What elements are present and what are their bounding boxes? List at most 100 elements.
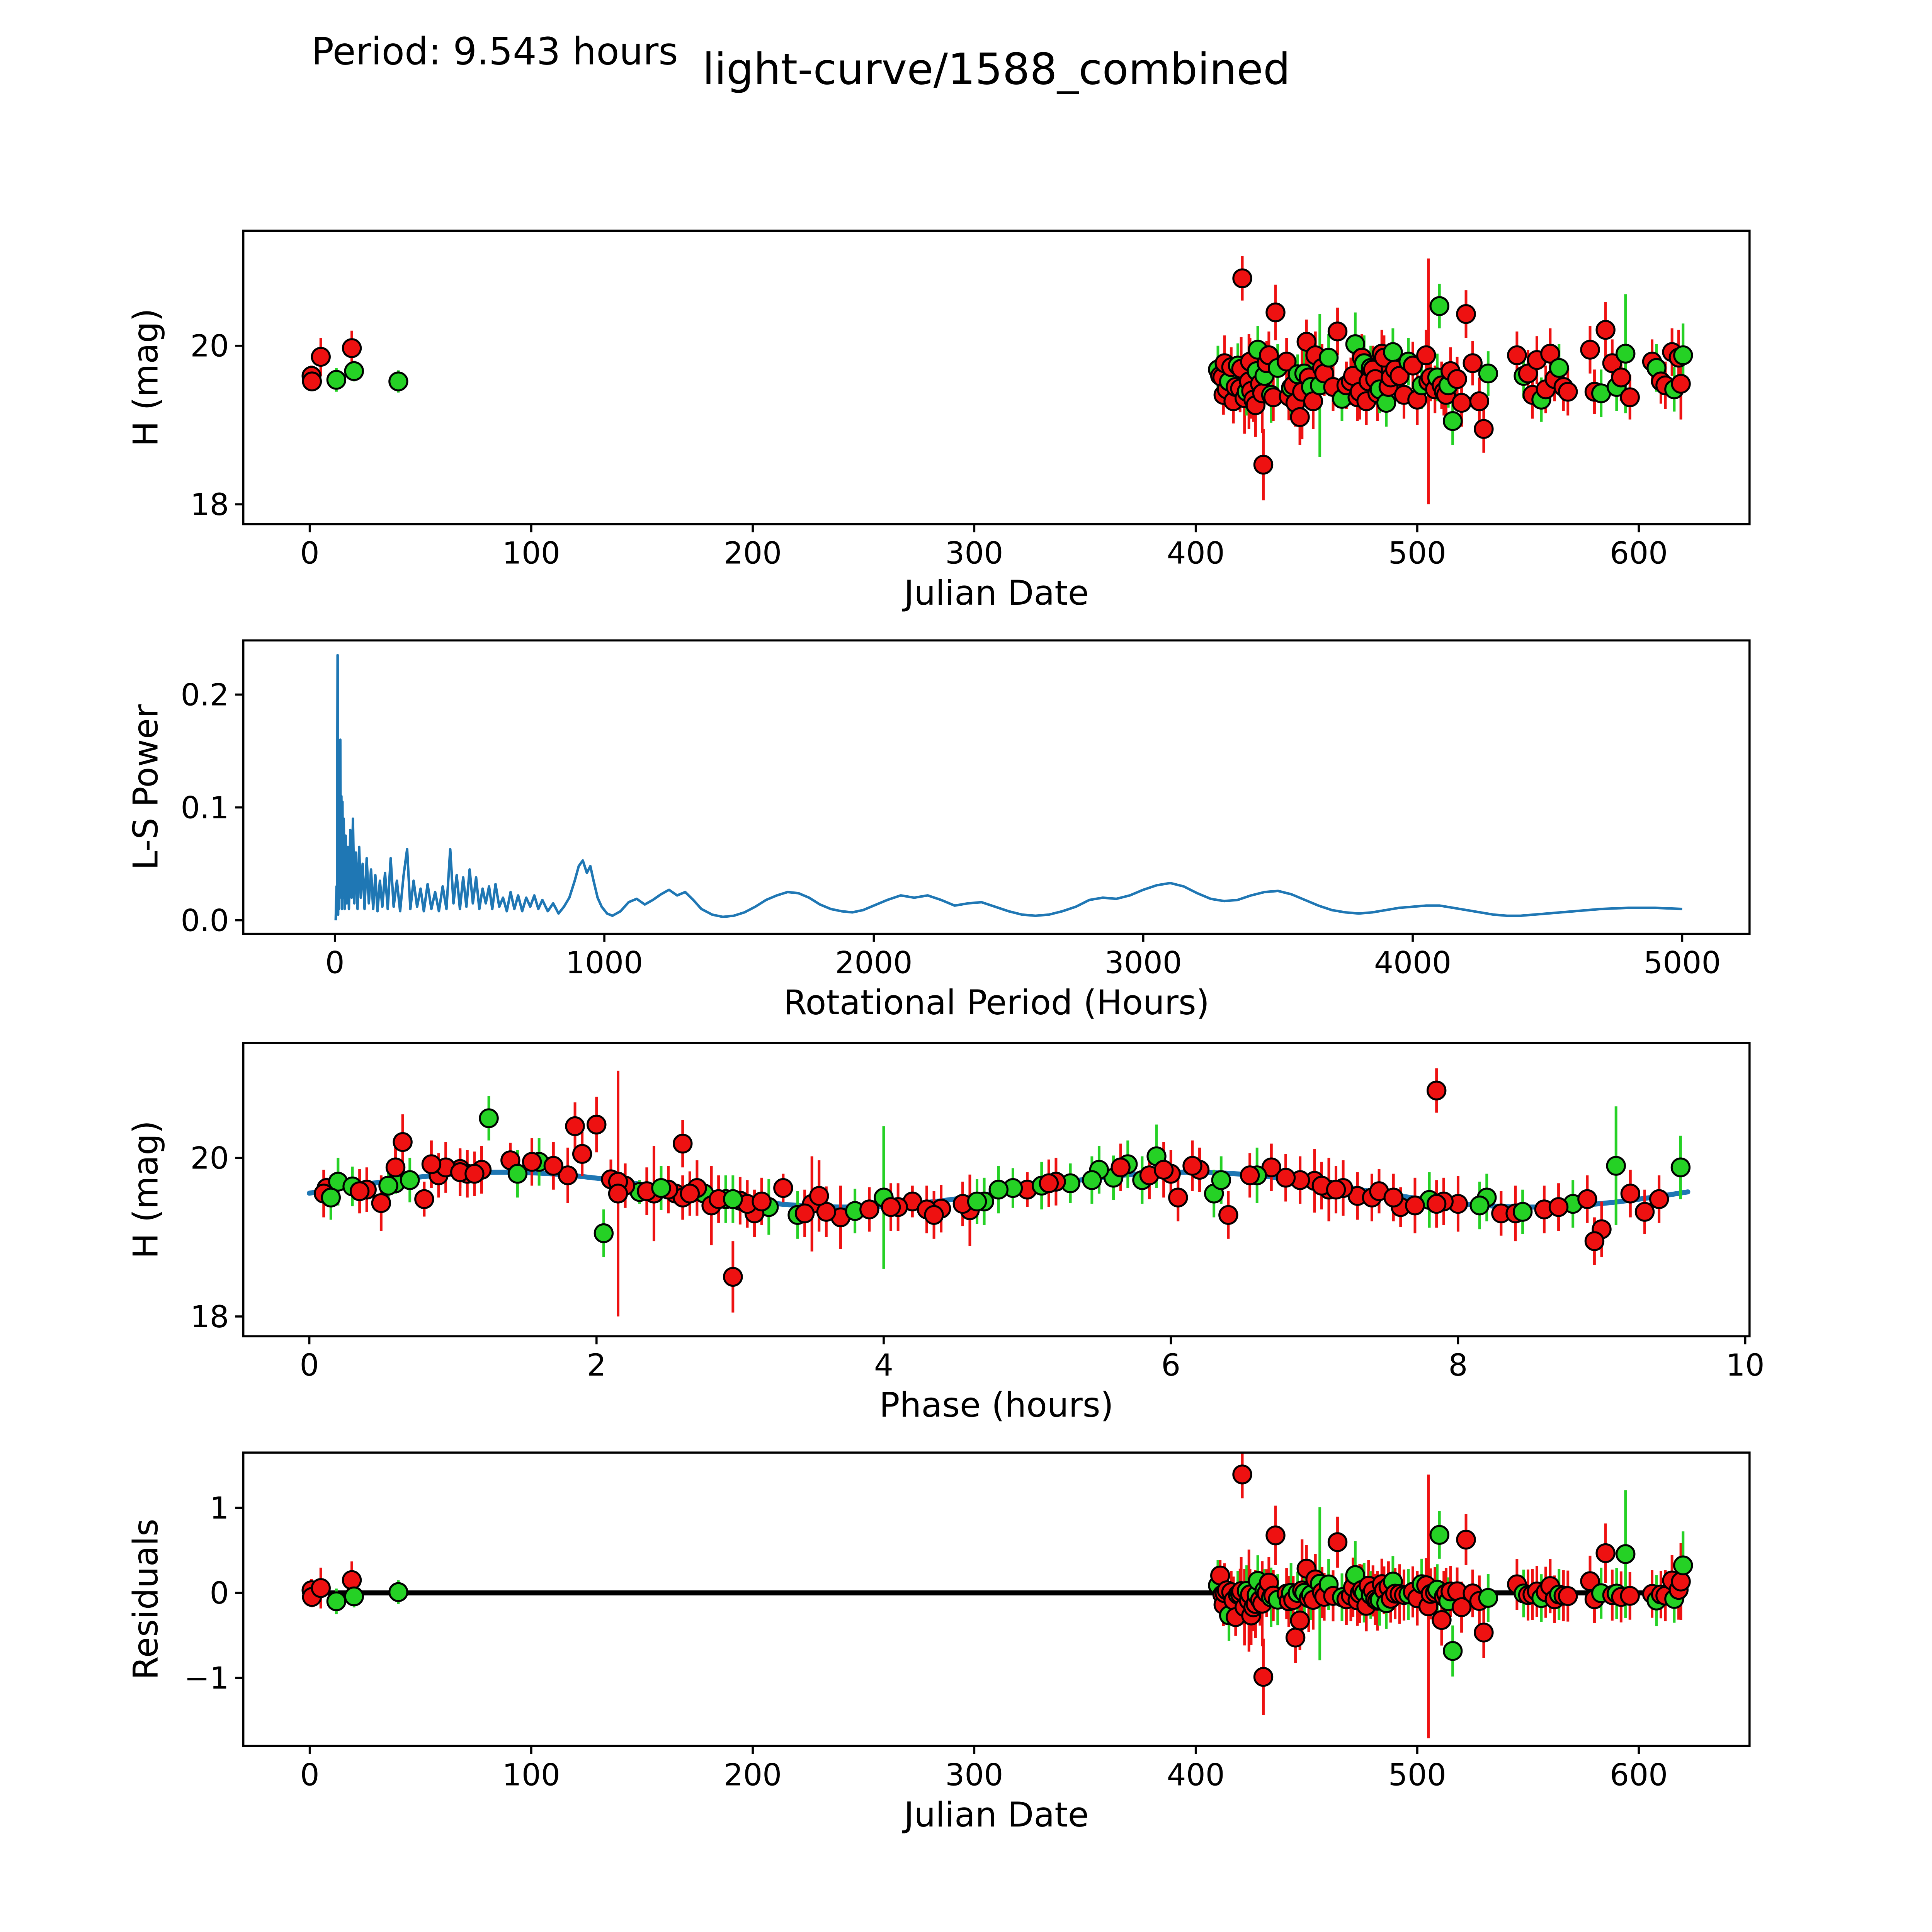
x-tick-label: 10	[1726, 1347, 1765, 1383]
subplot-mag-vs-jd: 0 100 200 300 400 500 600 18 20 Julian Date H (mag…	[126, 230, 1751, 613]
y-tick-label: 20	[190, 1140, 229, 1176]
data-point	[1253, 1667, 1274, 1687]
x-tick-label: 6	[1161, 1347, 1180, 1383]
data-point	[572, 1144, 592, 1164]
plot-area-periodogram	[334, 654, 1682, 920]
data-point	[1463, 353, 1483, 373]
data-point	[1290, 1611, 1310, 1631]
x-tick-label: 1000	[566, 945, 643, 981]
data-point	[651, 1178, 671, 1198]
data-point	[723, 1189, 743, 1209]
data-point	[1327, 321, 1348, 342]
data-point	[311, 347, 331, 367]
data-point	[1474, 1622, 1494, 1643]
data-point	[1442, 411, 1463, 431]
axis-spine	[242, 230, 1751, 526]
data-point	[1447, 369, 1467, 389]
data-point	[1327, 1532, 1348, 1552]
data-point	[594, 1223, 614, 1243]
data-point	[1383, 1187, 1403, 1208]
data-point	[988, 1180, 1009, 1200]
data-point	[1405, 1196, 1425, 1216]
data-point	[1673, 1555, 1693, 1575]
data-point	[1429, 296, 1449, 316]
data-point	[344, 361, 364, 381]
data-point	[1456, 1529, 1476, 1550]
data-point	[1620, 1586, 1640, 1606]
data-point	[1451, 1597, 1472, 1617]
plot-area-phase-folded	[307, 1068, 1691, 1317]
data-point	[565, 1116, 585, 1136]
data-point	[794, 1203, 815, 1223]
y-axis-label: H (mag)	[126, 308, 165, 447]
data-point	[1318, 347, 1339, 368]
data-point	[587, 1114, 607, 1135]
data-point	[1416, 345, 1436, 366]
data-point	[388, 371, 408, 391]
x-tick-label: 500	[1388, 1757, 1446, 1793]
data-point	[311, 1578, 331, 1598]
data-point	[1616, 1544, 1636, 1564]
data-point	[1595, 1543, 1616, 1563]
data-point	[342, 338, 362, 358]
axis-spine	[242, 1042, 1751, 1338]
x-tick-label: 400	[1167, 1757, 1225, 1793]
x-tick-label: 2000	[835, 945, 912, 981]
data-point	[326, 370, 347, 390]
data-point	[1426, 1080, 1447, 1100]
data-point	[1082, 1170, 1102, 1190]
x-tick-label: 4	[874, 1347, 893, 1383]
data-point	[1326, 1180, 1346, 1200]
data-point	[302, 371, 322, 391]
y-tick-label: 0.0	[180, 903, 229, 938]
x-tick-label: 3000	[1105, 945, 1182, 981]
x-tick-label: 5000	[1643, 945, 1721, 981]
data-point	[1580, 1571, 1600, 1591]
x-tick-label: 300	[945, 1757, 1003, 1793]
data-point	[1389, 366, 1410, 386]
data-point	[1478, 363, 1498, 384]
x-tick-label: 200	[724, 535, 782, 571]
period-annotation: Period: 9.543 hours	[311, 30, 678, 73]
x-axis-label: Julian Date	[902, 573, 1089, 613]
x-tick-label: 200	[724, 1757, 782, 1793]
data-point	[1469, 1196, 1490, 1216]
data-point	[1211, 1170, 1231, 1190]
data-point	[1265, 1525, 1286, 1546]
data-point	[1474, 419, 1494, 439]
data-point	[479, 1108, 499, 1128]
x-tick-label: 4000	[1374, 945, 1451, 981]
y-tick-label: 20	[190, 328, 229, 364]
y-tick-label: 0	[210, 1575, 229, 1611]
data-point	[1620, 1184, 1641, 1204]
x-tick-label: 100	[502, 535, 560, 571]
data-point	[859, 1199, 879, 1219]
data-point	[1634, 1202, 1655, 1222]
x-tick-label: 100	[502, 1757, 560, 1793]
data-point	[1442, 1641, 1463, 1661]
data-point	[1602, 353, 1622, 373]
data-point	[1620, 387, 1640, 407]
x-tick-label: 0	[300, 1757, 320, 1793]
data-point	[1540, 344, 1560, 364]
subplot-panels: 0 100 200 300 400 500 6 0 0 18 20 Julian Date H (mag…	[126, 230, 1765, 1835]
data-point	[1584, 1231, 1605, 1251]
data-point	[388, 1582, 408, 1602]
data-point	[673, 1133, 693, 1154]
subplot-phase-folded: 0 2 4 6 8 10 18 20 Phase (hours) H (mag)	[126, 1042, 1765, 1425]
x-axis-label: Phase (hours)	[879, 1385, 1113, 1425]
data-point	[723, 1267, 743, 1287]
data-point	[393, 1132, 413, 1152]
y-tick-label: 0.1	[180, 790, 229, 825]
x-axis-label: Julian Date	[902, 1795, 1089, 1835]
x-tick-label: 2	[587, 1347, 606, 1383]
data-point	[752, 1191, 772, 1212]
data-point	[1153, 1160, 1174, 1180]
y-axis-label: L-S Power	[126, 704, 165, 870]
data-point	[816, 1202, 837, 1222]
data-point	[349, 1181, 370, 1201]
x-tick-label: 0	[300, 535, 320, 571]
y-tick-label: 18	[190, 487, 229, 522]
y-tick-label: −1	[184, 1660, 229, 1696]
